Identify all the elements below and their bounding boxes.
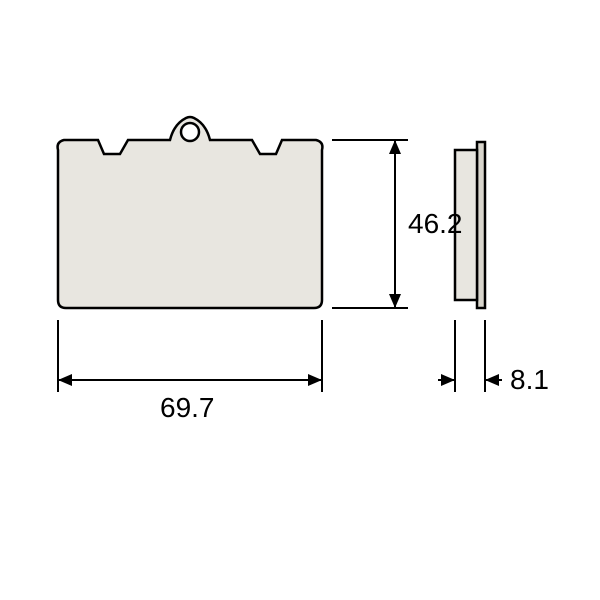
pad-outline bbox=[58, 117, 323, 308]
dimension-thickness bbox=[438, 320, 502, 392]
thickness-label: 8.1 bbox=[510, 364, 549, 396]
brake-pad-diagram: 69.7 46.2 8.1 bbox=[0, 0, 600, 600]
diagram-svg bbox=[0, 0, 600, 600]
front-view bbox=[58, 117, 323, 308]
height-label: 46.2 bbox=[408, 208, 463, 240]
mounting-hole bbox=[181, 123, 199, 141]
dimension-height bbox=[332, 140, 408, 308]
dimension-width bbox=[58, 320, 322, 392]
width-label: 69.7 bbox=[160, 392, 215, 424]
